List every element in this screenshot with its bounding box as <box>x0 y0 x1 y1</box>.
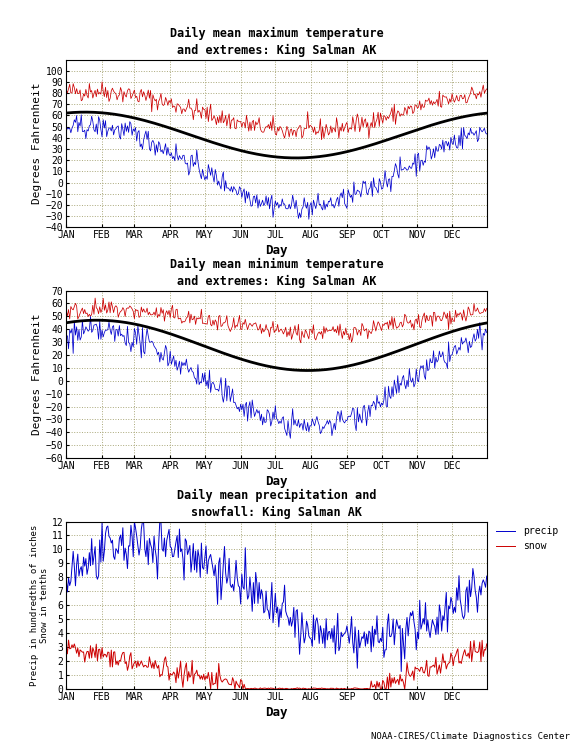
precip <box>153 553 160 562</box>
precip <box>63 574 70 583</box>
Y-axis label: Degrees Fahrenheit: Degrees Fahrenheit <box>32 83 41 204</box>
snow <box>180 682 187 691</box>
snow <box>63 641 70 650</box>
precip <box>426 627 433 635</box>
snow <box>483 639 490 648</box>
precip <box>180 554 187 563</box>
precip <box>131 517 138 526</box>
Y-axis label: Precip in hundredths of inches
Snow in tenths: Precip in hundredths of inches Snow in t… <box>29 524 49 686</box>
precip <box>234 573 241 582</box>
X-axis label: Day: Day <box>265 475 288 488</box>
Title: Daily mean minimum temperature
and extremes: King Salman AK: Daily mean minimum temperature and extre… <box>169 258 384 288</box>
Legend: precip, snow: precip, snow <box>496 527 558 551</box>
Y-axis label: Degrees Fahrenheit: Degrees Fahrenheit <box>32 314 41 435</box>
precip <box>483 571 490 580</box>
snow <box>233 676 240 685</box>
snow <box>235 681 242 690</box>
snow <box>426 672 433 681</box>
snow <box>466 653 473 662</box>
Line: precip: precip <box>66 522 487 671</box>
Title: Daily mean maximum temperature
and extremes: King Salman AK: Daily mean maximum temperature and extre… <box>169 27 384 57</box>
Text: NOAA-CIRES/Climate Diagnostics Center: NOAA-CIRES/Climate Diagnostics Center <box>372 732 570 741</box>
precip <box>466 576 473 585</box>
snow <box>65 635 72 644</box>
Line: snow: snow <box>66 640 487 689</box>
snow <box>207 685 214 694</box>
Title: Daily mean precipitation and
snowfall: King Salman AK: Daily mean precipitation and snowfall: K… <box>177 489 376 519</box>
snow <box>153 661 160 670</box>
X-axis label: Day: Day <box>265 706 288 719</box>
X-axis label: Day: Day <box>265 244 288 257</box>
precip <box>398 667 405 676</box>
precip <box>232 574 238 583</box>
